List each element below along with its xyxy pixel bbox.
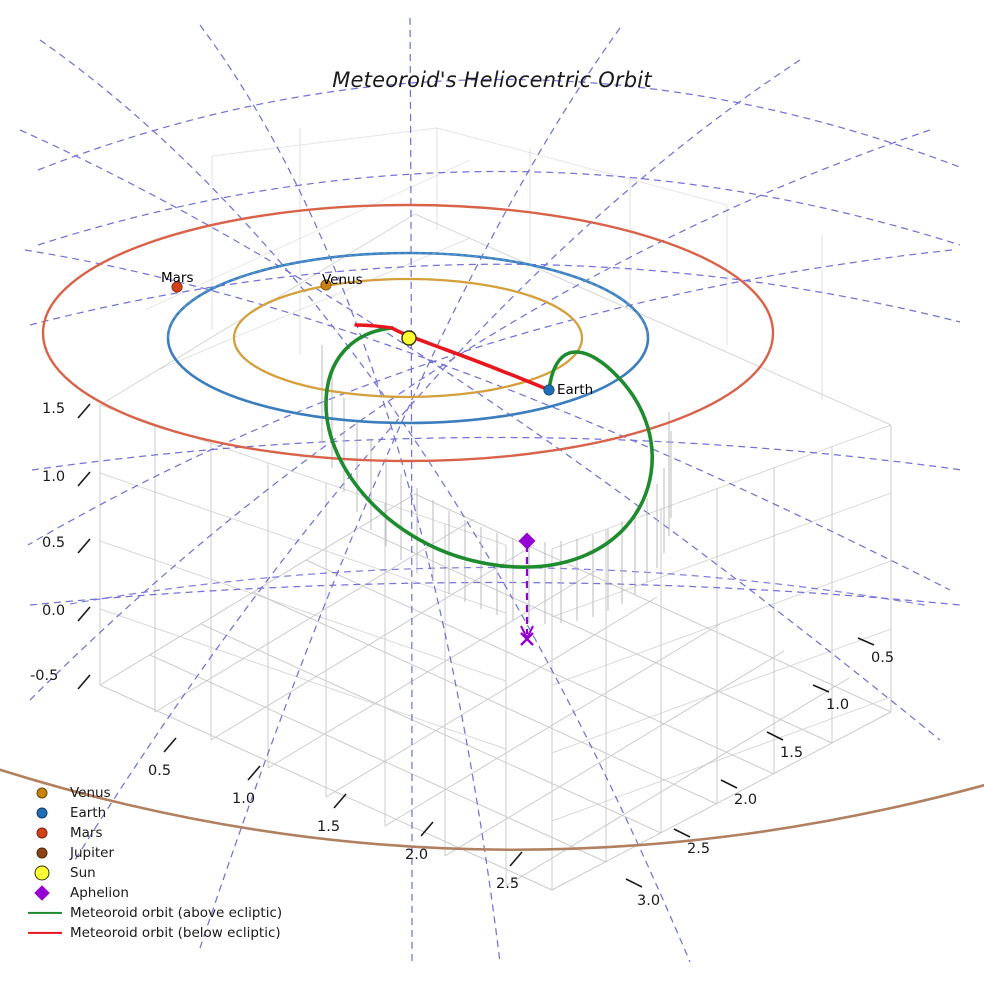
y-tick-label-1: 1.0 [826,697,850,713]
celestial-sphere-grid [19,17,963,963]
y-tick-label-4: 2.5 [687,841,711,857]
ecliptic-projection-stems [321,345,672,624]
legend-item-aphelion[interactable]: Aphelion [26,883,282,903]
legend-label-jupiter: Jupiter [70,845,115,861]
legend-item-venus[interactable]: Venus [26,783,282,803]
red-line-icon [26,923,70,943]
legend-label-sun: Sun [70,865,96,881]
plot-legend: Venus Earth Mars Jupiter Sun [26,783,282,943]
y-tick-label-5: 3.0 [637,893,661,909]
pane-gridlines [99,127,892,891]
aphelion-diamond-icon [26,883,70,903]
x-tick-label-0: 0.5 [148,763,172,779]
mars-label: Mars [161,270,194,286]
legend-item-jupiter[interactable]: Jupiter [26,843,282,863]
axis-tick-marks [77,403,875,888]
legend-label-mars: Mars [70,825,103,841]
sun-marker-icon [26,863,70,883]
earth-label: Earth [557,382,594,398]
aphelion-marker [518,532,536,550]
legend-item-orbit-above[interactable]: Meteoroid orbit (above ecliptic) [26,903,282,923]
green-line-icon [26,903,70,923]
venus-marker-icon [26,783,70,803]
x-tick-label-3: 2.0 [405,847,429,863]
legend-item-earth[interactable]: Earth [26,803,282,823]
legend-label-earth: Earth [70,805,107,821]
page-title: Meteoroid's Heliocentric Orbit [332,68,652,92]
legend-item-mars[interactable]: Mars [26,823,282,843]
legend-item-orbit-below[interactable]: Meteoroid orbit (below ecliptic) [26,923,282,943]
legend-label-orbit-above: Meteoroid orbit (above ecliptic) [70,905,283,921]
legend-item-sun[interactable]: Sun [26,863,282,883]
z-tick-label-1: 1.0 [42,469,66,485]
z-tick-label-2: 0.5 [42,535,66,551]
legend-label-aphelion: Aphelion [70,885,129,901]
x-tick-label-2: 1.5 [317,819,341,835]
y-tick-label-0: 0.5 [871,650,895,666]
mars-orbit-ring [41,203,775,463]
earth-orbit-highlight [167,252,649,339]
z-tick-label-4: -0.5 [30,668,59,684]
x-tick-label-4: 2.5 [496,876,520,892]
z-tick-label-0: 1.5 [42,401,66,417]
jupiter-orbit-curve [0,768,984,851]
jupiter-marker-icon [26,843,70,863]
earth-marker [543,384,555,396]
mars-marker-icon [26,823,70,843]
x-tick-label-1: 1.0 [232,791,256,807]
venus-marker [320,279,332,291]
mars-marker [171,281,183,293]
z-tick-label-3: 0.0 [42,603,66,619]
earth-marker-icon [26,803,70,823]
meteoroid-orbit-below-ecliptic-tail [354,323,394,330]
venus-label: Venus [322,272,363,288]
y-tick-label-3: 2.0 [734,792,758,808]
aphelion-projection-marker [520,632,534,646]
y-tick-label-2: 1.5 [780,745,804,761]
legend-label-venus: Venus [70,785,111,801]
meteoroid-orbit-above-ecliptic [324,326,654,569]
legend-label-orbit-below: Meteoroid orbit (below ecliptic) [70,925,281,941]
sun-marker [401,330,417,346]
